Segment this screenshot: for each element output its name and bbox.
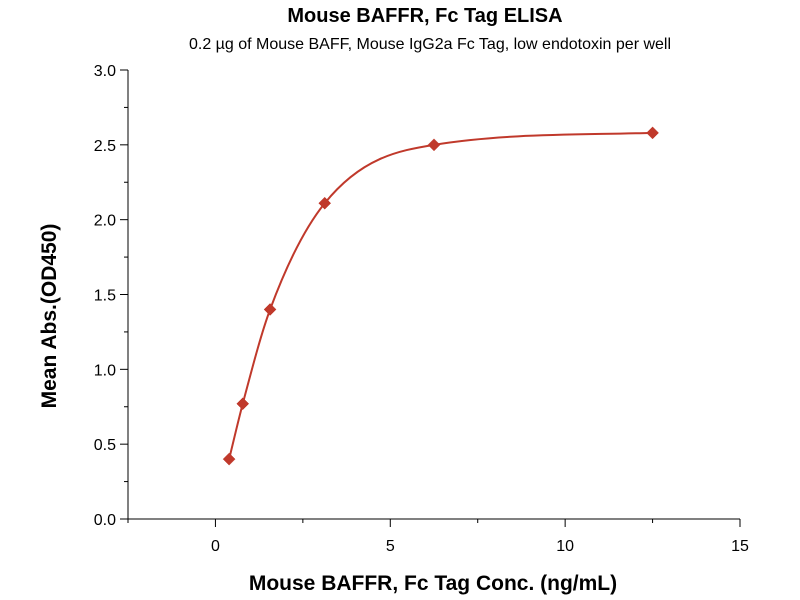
data-point: [318, 196, 332, 210]
x-tick-label: 5: [386, 538, 395, 555]
y-axis: 0.0 0.5 1.0 1.5 2.0 2.5 3.0: [94, 63, 129, 529]
y-tick-label: 2.0: [94, 213, 116, 230]
y-tick-label: 2.5: [94, 138, 116, 155]
y-tick-label: 1.0: [94, 362, 116, 379]
x-axis-title: Mouse BAFFR, Fc Tag Conc. (ng/mL): [249, 572, 617, 595]
chart-subtitle: 0.2 µg of Mouse BAFF, Mouse IgG2a Fc Tag…: [189, 36, 671, 53]
data-point: [427, 138, 441, 152]
y-tick-label: 0.5: [94, 437, 116, 454]
x-axis: 0 5 10 15: [127, 518, 749, 555]
data-point: [236, 397, 250, 411]
x-tick-label: 15: [731, 538, 749, 555]
data-point: [263, 303, 277, 316]
y-tick-label: 3.0: [94, 63, 116, 80]
fit-curve: [228, 131, 653, 460]
x-tick-label: 10: [556, 538, 574, 555]
y-tick-label: 1.5: [94, 288, 116, 305]
chart-title: Mouse BAFFR, Fc Tag ELISA: [287, 5, 562, 27]
data-point: [646, 126, 659, 140]
fit-curve-layer: [228, 131, 653, 460]
data-points-layer: [222, 126, 659, 466]
x-tick-label: 0: [211, 538, 220, 555]
y-axis-title: Mean Abs.(OD450): [38, 224, 61, 409]
data-point: [222, 452, 236, 466]
y-tick-label: 0.0: [94, 512, 116, 529]
